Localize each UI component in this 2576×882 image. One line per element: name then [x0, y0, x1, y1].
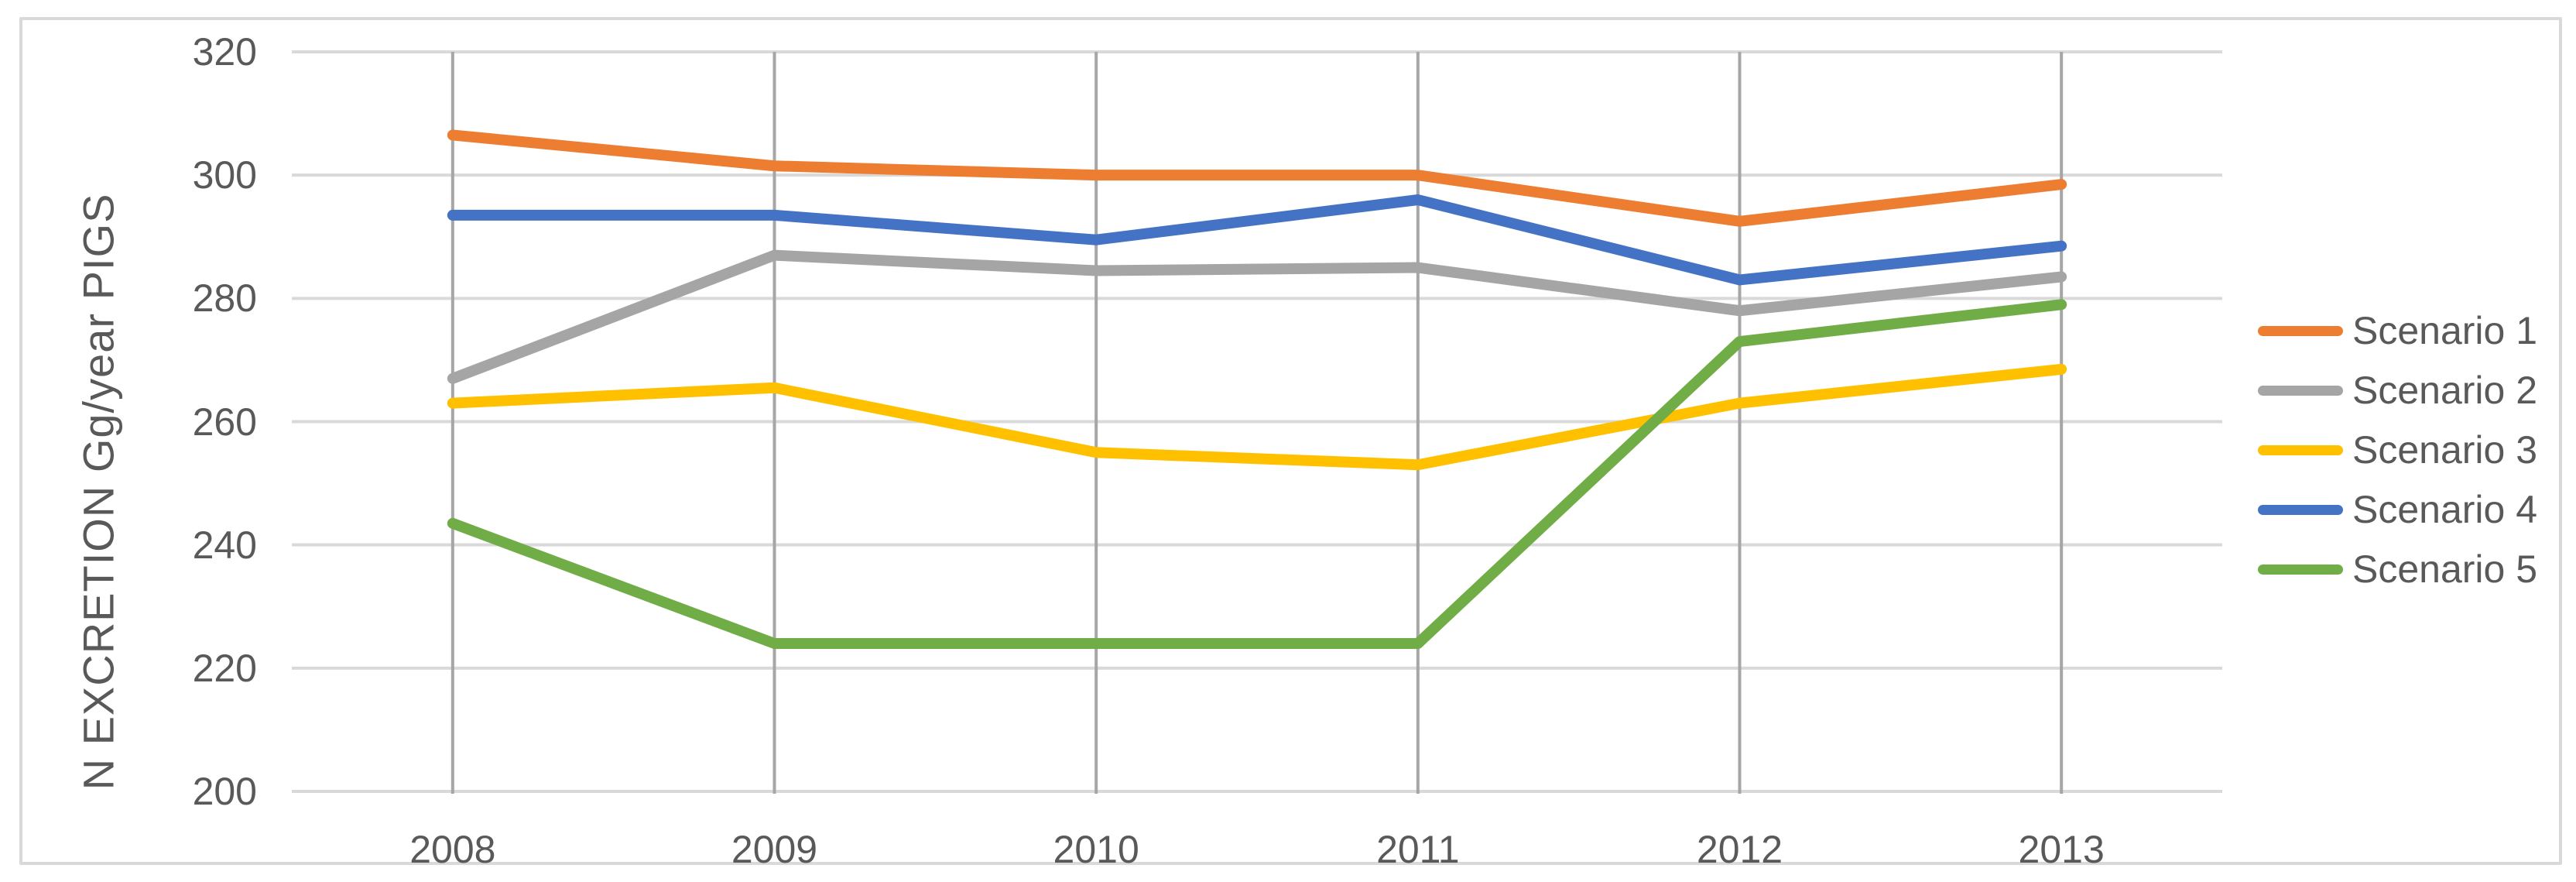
series-line-scenario-5	[447, 299, 2067, 649]
x-tick-label: 2013	[2018, 828, 2105, 871]
legend-label: Scenario 1	[2352, 309, 2538, 352]
x-tick-label: 2010	[1053, 828, 1139, 871]
x-tick-label: 2009	[731, 828, 818, 871]
series-line-scenario-4	[447, 194, 2067, 286]
y-tick-label: 260	[192, 400, 257, 444]
legend-swatch-icon	[2258, 444, 2343, 455]
legend-swatch-icon	[2258, 564, 2343, 575]
legend-item-scenario-2: Scenario 2	[2258, 368, 2537, 413]
legend-item-scenario-1: Scenario 1	[2258, 308, 2537, 353]
chart-border	[19, 17, 2562, 865]
y-tick-label: 280	[192, 276, 257, 321]
series-line-scenario-1	[447, 129, 2067, 227]
x-tick-label: 2008	[409, 828, 496, 871]
legend-swatch-icon	[2258, 504, 2343, 515]
legend-swatch-icon	[2258, 385, 2343, 396]
y-tick-label: 320	[192, 30, 257, 74]
legend-item-scenario-3: Scenario 3	[2258, 427, 2537, 472]
y-tick-label: 300	[192, 153, 257, 197]
legend-item-scenario-4: Scenario 4	[2258, 487, 2537, 532]
legend-label: Scenario 2	[2352, 369, 2538, 412]
y-tick-label: 200	[192, 770, 257, 813]
y-tick-label: 220	[192, 646, 257, 690]
legend-label: Scenario 3	[2352, 428, 2538, 472]
series-line-scenario-3	[447, 363, 2067, 471]
legend-label: Scenario 4	[2352, 488, 2538, 531]
y-axis-title: N EXCRETION Gg/year PIGS	[74, 193, 123, 791]
legend-swatch-icon	[2258, 325, 2343, 336]
y-tick-label: 240	[192, 523, 257, 567]
series-line-scenario-2	[447, 249, 2067, 384]
legend-label: Scenario 5	[2352, 547, 2538, 591]
x-tick-label: 2012	[1696, 828, 1783, 871]
legend-item-scenario-5: Scenario 5	[2258, 547, 2537, 592]
x-tick-label: 2011	[1376, 828, 1460, 871]
